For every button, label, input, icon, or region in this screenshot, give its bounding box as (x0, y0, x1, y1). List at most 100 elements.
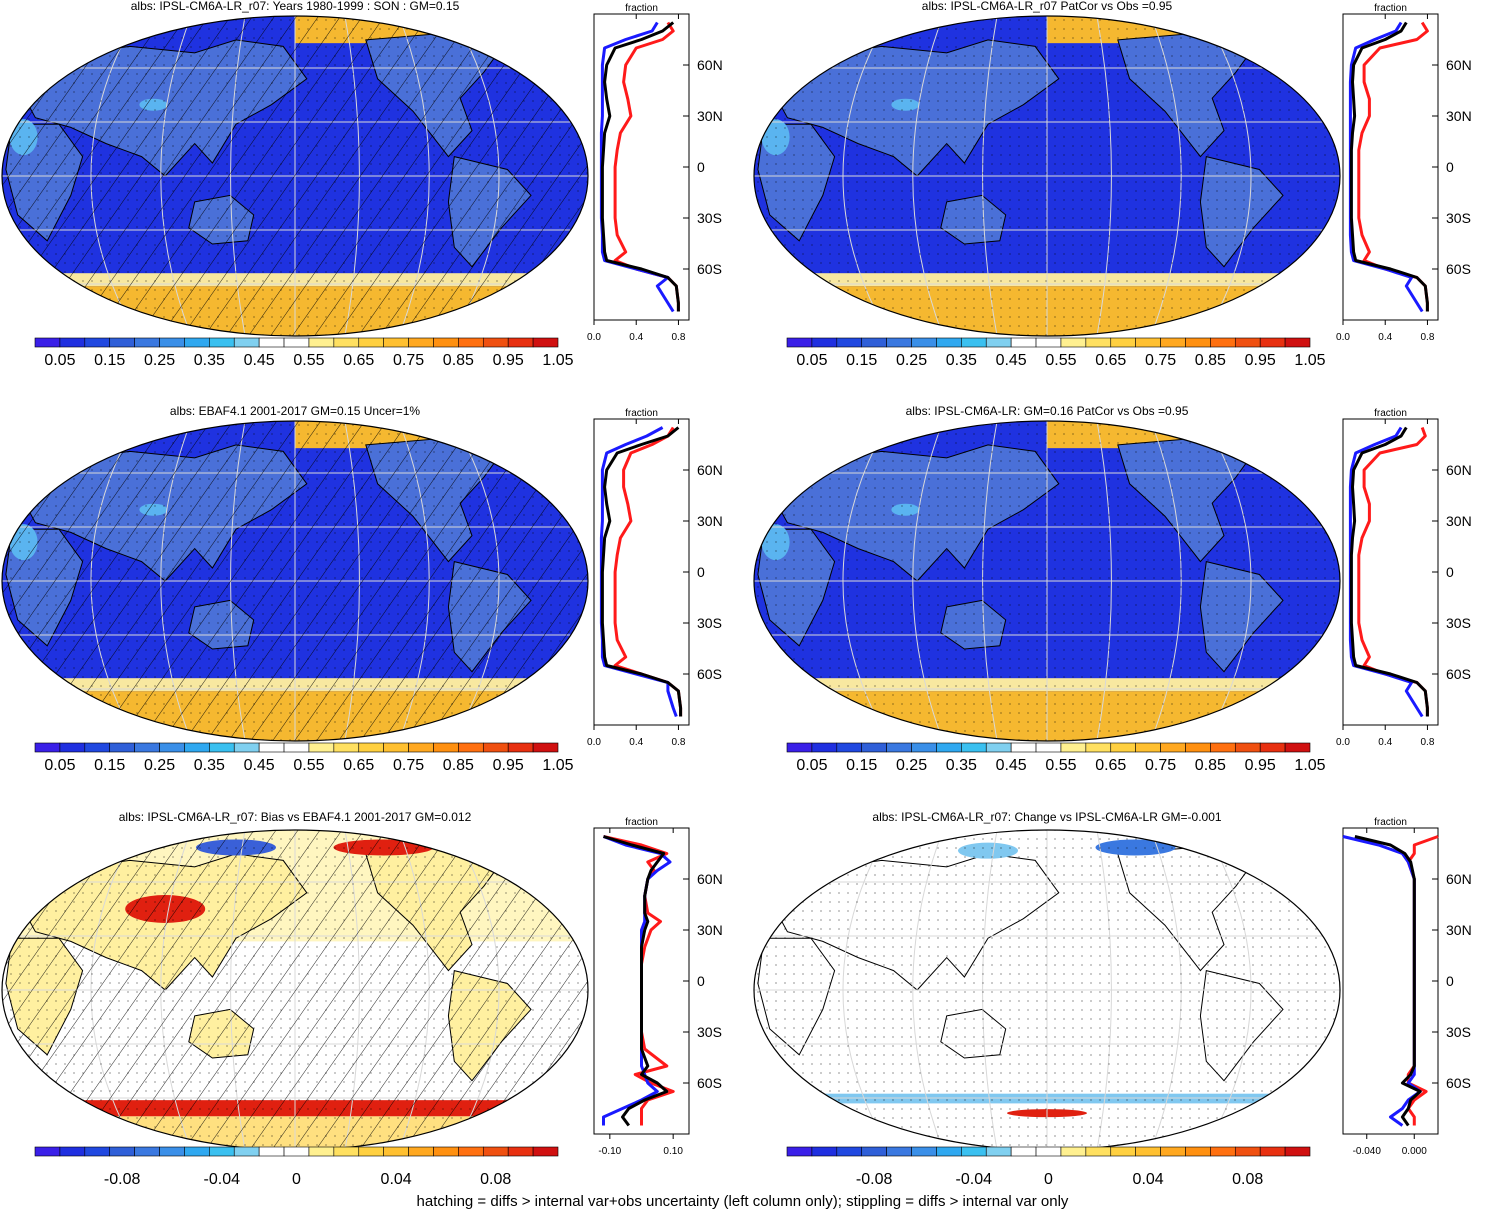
colorbar-swatch (358, 337, 384, 348)
colorbar-label: 0.55 (1045, 352, 1076, 369)
stippling (2, 830, 588, 1150)
colorbar-label: 0.85 (1195, 352, 1226, 369)
colorbar-swatch (433, 1146, 459, 1157)
colorbar-label: 0.05 (44, 757, 75, 774)
colorbar-label: -0.08 (104, 1171, 141, 1188)
colorbar-swatch (1035, 337, 1062, 348)
x-tick-label: 0.4 (629, 332, 643, 343)
colorbar-swatch (84, 742, 111, 753)
x-tick-label: 0.8 (1420, 332, 1434, 343)
x-tick-label: 0.8 (671, 737, 685, 748)
colorbar-label: 0.35 (946, 757, 977, 774)
colorbar-label: 0.75 (1145, 757, 1176, 774)
x-tick-label: 0.4 (1378, 737, 1392, 748)
lat-label: 0 (697, 159, 705, 175)
colorbar-swatch (1110, 1146, 1136, 1157)
lat-label: 30S (697, 210, 722, 226)
colorbar-swatch (308, 337, 335, 348)
map-outline (1, 420, 589, 742)
lat-label: 30N (1446, 513, 1472, 529)
colorbar-label: 0.55 (1045, 757, 1076, 774)
panel-title: albs: IPSL-CM6A-LR_r07: Change vs IPSL-C… (872, 810, 1221, 824)
colorbar-swatch (507, 1146, 534, 1157)
colorbar-swatch (911, 337, 937, 348)
colorbar-swatch (985, 742, 1012, 753)
colorbar: 0.05 0.15 0.25 0.35 0.45 0.55 0.65 0.75 0.85 0.95… (34, 337, 574, 369)
stippling (754, 421, 1340, 741)
lat-label: 60N (697, 871, 723, 887)
zonal-axis-title: fraction (625, 817, 658, 828)
series-line-black (603, 835, 669, 1127)
colorbar-swatch (1060, 742, 1087, 753)
series-line-black (1349, 21, 1429, 312)
colorbar-swatch (836, 337, 863, 348)
zonal-axis-title: fraction (625, 408, 658, 419)
map-outline (1, 15, 589, 337)
map-panel-5: albs: IPSL-CM6A-LR_r07: Bias vs EBAF4.1 … (1, 810, 589, 1151)
colorbar-swatch (333, 1146, 360, 1157)
colorbar-swatch (1010, 337, 1037, 348)
colorbar-swatch (1110, 337, 1136, 348)
zonal-axis-title: fraction (1374, 408, 1407, 419)
colorbar-swatch (811, 1146, 838, 1157)
colorbar-swatch (1284, 337, 1311, 348)
lat-label: 0 (1446, 159, 1454, 175)
colorbar-label: 0.25 (896, 757, 927, 774)
colorbar-swatch (1185, 337, 1211, 348)
lat-label: 0 (1446, 973, 1454, 989)
colorbar-label: 0.85 (1195, 757, 1226, 774)
colorbar-swatch (159, 1146, 185, 1157)
lat-label: 60N (697, 57, 723, 73)
colorbar-swatch (383, 1146, 409, 1157)
colorbar-swatch (1135, 742, 1161, 753)
colorbar-swatch (1284, 1146, 1311, 1157)
colorbar-swatch (836, 1146, 863, 1157)
colorbar-label: 0.45 (244, 757, 275, 774)
colorbar-label: 0.95 (493, 757, 524, 774)
colorbar-swatch (258, 742, 285, 753)
colorbar-swatch (811, 337, 838, 348)
colorbar-swatch (482, 1146, 509, 1157)
stippling (2, 16, 588, 336)
colorbar-swatch (1160, 337, 1186, 348)
colorbar-label: 1.05 (1294, 352, 1325, 369)
lat-label: 60S (1446, 666, 1471, 682)
colorbar-label: 0.15 (94, 352, 125, 369)
lat-label: 30N (697, 108, 723, 124)
colorbar-swatch (283, 1146, 310, 1157)
series-line-black (600, 426, 683, 717)
colorbar-label: -0.04 (204, 1171, 241, 1188)
zonal-frame (1342, 827, 1439, 1135)
colorbar-swatch (1035, 742, 1062, 753)
zonal-mean-panel-2: fraction 60N 30N 0 30S 60S 0.0 0.4 0.8 (1336, 3, 1472, 343)
colorbar-label: 0.15 (94, 757, 125, 774)
colorbar-swatch (34, 1146, 61, 1157)
stippling (754, 16, 1340, 336)
colorbar-label: 0.05 (796, 757, 827, 774)
map-panel-4: albs: IPSL-CM6A-LR: GM=0.16 PatCor vs Ob… (753, 404, 1341, 742)
zonal-mean-panel-3: fraction 60N 30N 0 30S 60S 0.0 0.4 0.8 (587, 408, 723, 748)
colorbar-swatch (458, 742, 484, 753)
panel-title: albs: IPSL-CM6A-LR_r07: Bias vs EBAF4.1 … (119, 810, 472, 824)
colorbar-swatch (1085, 1146, 1112, 1157)
x-tick-label: 0.8 (1420, 737, 1434, 748)
colorbar-swatch (936, 1146, 962, 1157)
colorbar-swatch (408, 337, 434, 348)
colorbar: 0.05 0.15 0.25 0.35 0.45 0.55 0.65 0.75 0.85 0.95… (34, 742, 574, 774)
colorbar-swatch (1284, 742, 1311, 753)
colorbar-swatch (283, 337, 310, 348)
panel-title: albs: IPSL-CM6A-LR_r07 PatCor vs Obs =0.… (922, 0, 1173, 13)
x-tick-label: 0.4 (629, 737, 643, 748)
colorbar-swatch (233, 337, 260, 348)
colorbar-label: 0.25 (144, 757, 175, 774)
colorbar-swatch (936, 337, 962, 348)
colorbar-swatch (209, 1146, 235, 1157)
colorbar-swatch (861, 742, 887, 753)
colorbar-swatch (1210, 337, 1236, 348)
colorbar-swatch (911, 742, 937, 753)
colorbar-swatch (184, 337, 210, 348)
lat-label: 60N (1446, 462, 1472, 478)
lat-label: 60S (697, 261, 722, 277)
colorbar-swatch (184, 742, 210, 753)
colorbar-swatch (458, 337, 484, 348)
